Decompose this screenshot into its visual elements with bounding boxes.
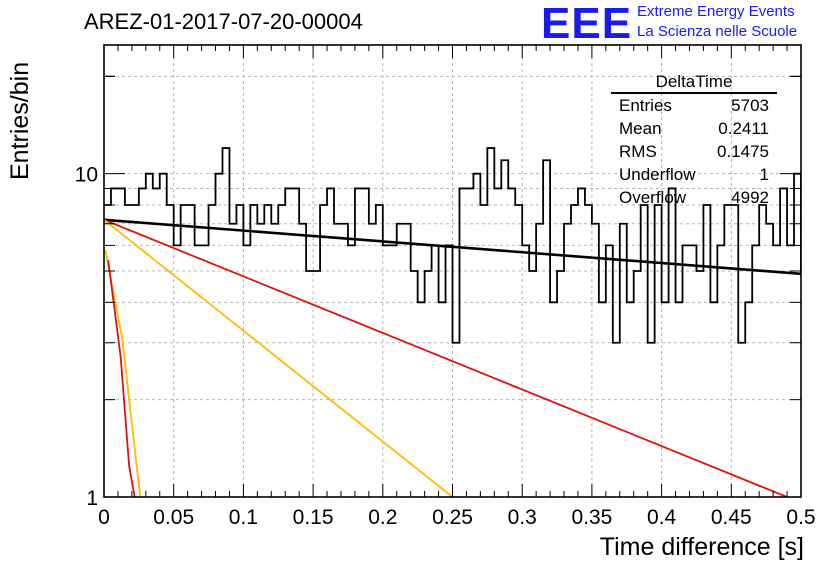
stats-row: Underflow 1: [611, 163, 777, 186]
histogram-steps: [104, 147, 801, 344]
x-tick-label: 0.3: [508, 506, 537, 529]
fit-line: [107, 260, 136, 497]
stats-box: DeltaTime Entries 5703 Mean 0.2411 RMS 0…: [611, 72, 777, 209]
axis-ticks: 0 0.05 0.1 0.15 0.2 0.25 0.3 0.35 0.4 0.45 0.5 1 10: [75, 45, 816, 529]
logo-line-2: La Scienza nelle Scuole: [637, 23, 798, 40]
fit-line: [104, 219, 454, 497]
stats-value: 1: [759, 165, 769, 184]
stats-value: 4992: [731, 188, 769, 207]
chart-title: AREZ-01-2017-07-20-00004: [84, 9, 363, 34]
x-tick-label: 0: [98, 506, 110, 529]
logo-line-1: Extreme Energy Events: [637, 3, 795, 20]
fit-line: [104, 218, 788, 497]
stats-row: Mean 0.2411: [611, 117, 777, 140]
y-tick-label: 10: [75, 164, 98, 187]
stats-value: 0.1475: [717, 142, 769, 161]
stats-row: RMS 0.1475: [611, 140, 777, 163]
stats-row: Overflow 4992: [611, 186, 777, 209]
stats-label: Entries: [619, 96, 672, 115]
x-axis-label: Time difference [s]: [599, 533, 804, 561]
x-tick-label: 0.45: [711, 506, 752, 529]
stats-title: DeltaTime: [611, 72, 777, 94]
stats-label: RMS: [619, 142, 657, 161]
x-tick-label: 0.4: [647, 506, 677, 529]
fit-lines: [104, 218, 801, 497]
x-tick-label: 0.5: [786, 506, 815, 529]
stats-label: Underflow: [619, 165, 696, 184]
stats-label: Overflow: [619, 188, 687, 207]
histogram: [104, 147, 801, 344]
stats-value: 0.2411: [718, 119, 769, 138]
fit-line: [104, 218, 801, 276]
x-tick-label: 0.2: [368, 506, 397, 529]
stats-label: Mean: [619, 119, 662, 138]
x-tick-label: 0.15: [293, 506, 334, 529]
x-tick-label: 0.05: [153, 506, 194, 529]
y-axis-label: Entries/bin: [6, 61, 34, 180]
x-tick-label: 0.35: [571, 506, 612, 529]
stats-value: 5703: [731, 96, 769, 115]
x-tick-label: 0.25: [432, 506, 473, 529]
x-tick-label: 0.1: [229, 506, 258, 529]
eee-logo: EEE: [541, 0, 633, 48]
y-tick-label: 1: [86, 487, 98, 510]
stats-row: Entries 5703: [611, 94, 777, 117]
